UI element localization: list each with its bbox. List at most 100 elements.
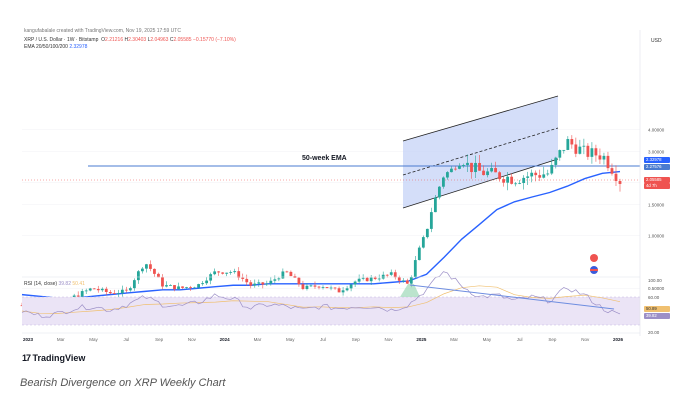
date-tick-label: Nov [581, 337, 590, 342]
candle-body [530, 172, 534, 177]
candle-body [92, 288, 96, 290]
candle-body [237, 271, 241, 278]
candle-body [317, 286, 321, 288]
candle-body [185, 287, 188, 289]
candle-body [542, 174, 546, 178]
candle-body [277, 278, 281, 280]
tv-logo-icon: 17 [22, 353, 31, 363]
candle-body [361, 277, 365, 279]
event-flag-icon[interactable] [590, 254, 598, 262]
candle-body [112, 293, 116, 294]
candle-body [590, 148, 594, 157]
candle-body [446, 172, 449, 178]
candle-body [566, 139, 570, 150]
candle-body [261, 282, 265, 285]
rsi-tag: 39.82 [644, 313, 670, 319]
candle-body [598, 155, 602, 160]
date-tick-label: Nov [188, 337, 197, 342]
candle-body [546, 173, 550, 175]
candle-body [570, 139, 574, 145]
date-tick-label: May [483, 337, 492, 342]
candle-body [313, 285, 317, 287]
candle-body [253, 283, 257, 286]
candle-body [458, 166, 461, 169]
last-price-tag: 2.05585 [644, 177, 670, 183]
candle-body [353, 281, 357, 285]
date-tick-label: May [286, 337, 295, 342]
candle-body [217, 271, 221, 273]
candle-body [229, 272, 233, 273]
ohlc-high-label: H [124, 37, 129, 43]
candle-body [594, 148, 598, 156]
rsi-legend[interactable]: RSI (14, close) 39.82 50.41 [24, 281, 85, 288]
candle-body [478, 162, 481, 171]
rsi-line [21, 271, 621, 319]
candle-body [265, 283, 269, 285]
divergence-line [409, 284, 615, 310]
rsi-ma-value: 50.41 [72, 281, 85, 287]
date-tick-label: 2026 [613, 337, 624, 342]
candle-body [337, 288, 341, 293]
candle-body [269, 280, 273, 284]
ema-tag-a: 2.32978 [644, 157, 670, 163]
candle-body [614, 173, 618, 182]
channel-upper-line [402, 95, 559, 142]
price-tick-label: 1.50000 [648, 202, 665, 207]
candle-body [510, 176, 514, 184]
ascending-channel [403, 96, 558, 208]
candle-body [429, 212, 433, 229]
ohlc-low-label: L [147, 37, 151, 43]
candle-body [606, 155, 610, 169]
currency-label: USD [651, 38, 662, 44]
candle-body [538, 175, 542, 178]
candle-body [197, 284, 200, 288]
candle-body [381, 274, 385, 279]
candle-body [309, 285, 313, 287]
candle-body [136, 271, 140, 281]
rsi-tick-label: 20.00 [648, 330, 660, 335]
candle-body [413, 260, 417, 278]
candle-body [618, 181, 622, 184]
candle-body [494, 168, 497, 173]
symbol-name: XRP / U.S. Dollar · 1W · Bitstamp [24, 37, 99, 43]
rsi-tick-label: 100.00 [648, 278, 662, 283]
symbol-legend[interactable]: XRP / U.S. Dollar · 1W · Bitstamp O2.212… [24, 37, 236, 44]
ema-legend-label: EMA 20/50/100/200 [24, 44, 68, 50]
candle-body [245, 278, 249, 283]
tradingview-logo[interactable]: 17 TradingView [22, 353, 85, 363]
candle-body [554, 157, 558, 165]
candle-body [173, 285, 176, 290]
chart-canvas[interactable]: 4.000003.000002.000001.500001.000000.500… [0, 0, 692, 350]
date-tick-label: Mar [57, 337, 65, 342]
candle-body [357, 278, 361, 282]
candle-body [181, 286, 184, 288]
candle-body [104, 288, 108, 292]
candle-body [149, 264, 152, 269]
ohlc-open-label: O [101, 37, 106, 43]
candle-body [345, 288, 349, 291]
candle-body [409, 277, 413, 284]
candle-body [177, 286, 180, 290]
candle-body [88, 288, 92, 291]
candle-body [482, 170, 485, 176]
ema-legend[interactable]: EMA 20/50/100/200 2.32978 [24, 44, 87, 51]
candle-body [450, 168, 453, 173]
candle-body [153, 268, 156, 274]
candle-body [189, 287, 192, 289]
candle-body [377, 278, 381, 280]
ohlc-high: 2.30403 [128, 37, 147, 43]
rsi-overbought-fill [400, 284, 420, 297]
candle-body [297, 277, 301, 285]
candle-body [305, 285, 309, 289]
ema-tag-b: 2.27576 [644, 164, 670, 170]
rsi-value: 39.82 [58, 281, 71, 287]
candle-body [161, 277, 164, 287]
candle-body [329, 287, 333, 289]
price-tick-label: 0.50000 [648, 286, 665, 291]
candle-body [225, 272, 229, 274]
ema-annotation: 50-week EMA [302, 155, 347, 162]
candle-body [514, 183, 518, 185]
candle-body [205, 280, 209, 284]
candle-body [466, 162, 469, 166]
candle-body [522, 177, 526, 184]
